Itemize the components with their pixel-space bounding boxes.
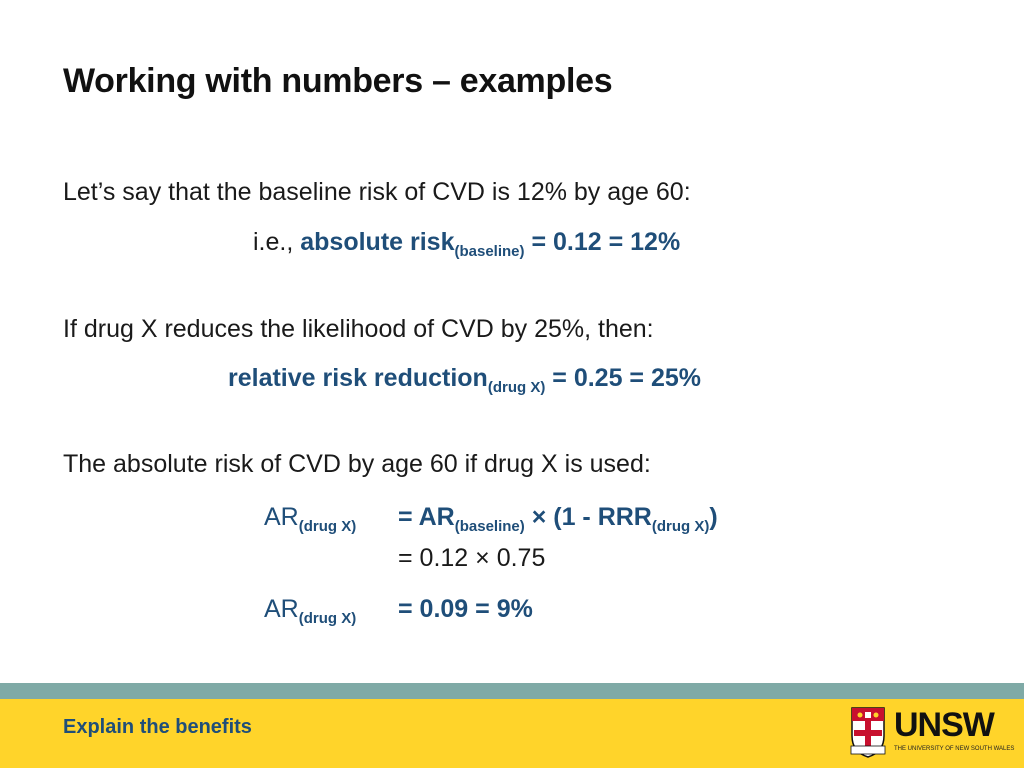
- unsw-subtext: THE UNIVERSITY OF NEW SOUTH WALES: [894, 746, 1015, 752]
- paragraph-absolute-risk: The absolute risk of CVD by age 60 if dr…: [63, 450, 651, 478]
- slide-title: Working with numbers – examples: [63, 62, 613, 100]
- absolute-risk-line: i.e., absolute risk(baseline) = 0.12 = 1…: [253, 228, 681, 260]
- rrr-label: relative risk reduction: [228, 364, 488, 392]
- ie-prefix: i.e.,: [253, 228, 301, 256]
- unsw-wordmark: UNSW: [894, 706, 995, 744]
- paragraph-baseline: Let’s say that the baseline risk of CVD …: [63, 178, 691, 206]
- equation-2: = 0.12 × 0.75: [398, 544, 546, 572]
- equation-1-lhs: AR(drug X): [264, 503, 357, 535]
- unsw-logo: UNSW THE UNIVERSITY OF NEW SOUTH WALES: [850, 704, 1018, 764]
- rrr-value: = 0.25 = 25%: [545, 364, 702, 392]
- eq1-rhs-a: = AR: [398, 503, 455, 531]
- eq1-rhs-b: × (1 - RRR: [524, 503, 652, 531]
- absolute-risk-value: = 0.12 = 12%: [524, 228, 681, 256]
- eq1-lhs-subscript: (drug X): [298, 518, 357, 535]
- eq1-rhs-subscript-1: (baseline): [454, 518, 525, 535]
- eq1-rhs-subscript-2: (drug X): [651, 518, 710, 535]
- eq3-lhs-subscript: (drug X): [298, 610, 357, 627]
- rrr-subscript: (drug X): [487, 379, 546, 396]
- paragraph-drug-x: If drug X reduces the likelihood of CVD …: [63, 315, 654, 343]
- equation-3-lhs: AR(drug X): [264, 595, 357, 627]
- unsw-crest-icon: [850, 707, 886, 758]
- footer-accent-bar: [0, 683, 1024, 699]
- footer-text: Explain the benefits: [63, 716, 252, 738]
- eq1-rhs-c: ): [709, 503, 718, 531]
- eq1-lhs-ar: AR: [264, 503, 299, 531]
- equation-3-rhs: = 0.09 = 9%: [398, 595, 533, 623]
- rrr-line: relative risk reduction(drug X) = 0.25 =…: [228, 364, 702, 396]
- absolute-risk-label: absolute risk: [300, 228, 455, 256]
- equation-1-rhs: = AR(baseline) × (1 - RRR(drug X)): [398, 503, 718, 535]
- eq3-lhs-ar: AR: [264, 595, 299, 623]
- absolute-risk-subscript: (baseline): [454, 243, 525, 260]
